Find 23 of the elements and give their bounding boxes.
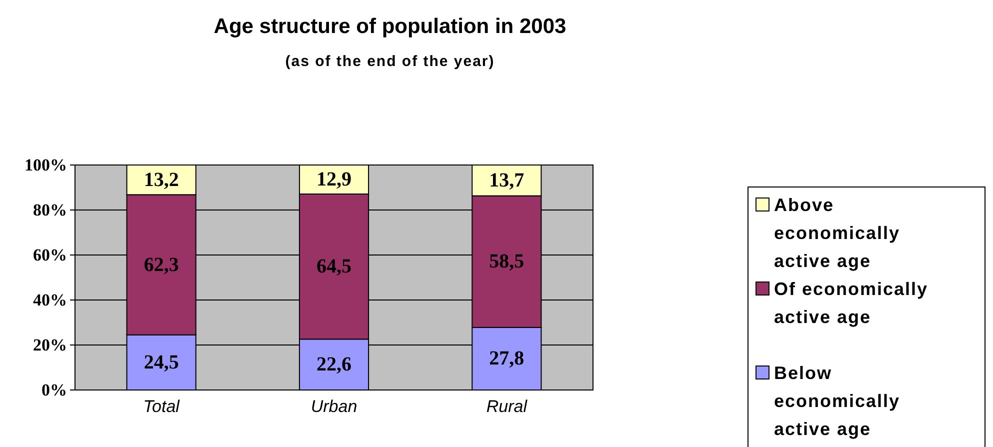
y-tick-label: 80% bbox=[33, 200, 67, 220]
data-label: 64,5 bbox=[316, 256, 352, 278]
legend-label: Below economically active age bbox=[774, 363, 900, 439]
legend-label: Of economically active age bbox=[774, 279, 928, 327]
data-label: 22,6 bbox=[316, 354, 352, 376]
data-label: 62,3 bbox=[144, 254, 179, 276]
data-label: 58,5 bbox=[489, 250, 524, 273]
x-tick-label: Total bbox=[143, 397, 181, 416]
y-tick-label: 20% bbox=[33, 336, 67, 354]
y-tick-label: 100% bbox=[24, 156, 67, 174]
data-label: 13,2 bbox=[144, 168, 179, 191]
chart-subtitle: (as of the end of the year) bbox=[285, 53, 495, 70]
x-tick-label: Rural bbox=[486, 397, 528, 416]
y-tick-label: 40% bbox=[33, 290, 67, 310]
data-label: 13,7 bbox=[489, 169, 524, 192]
data-label: 12,9 bbox=[316, 168, 352, 191]
x-tick-label: Urban bbox=[310, 397, 358, 416]
chart-title: Age structure of population in 2003 bbox=[214, 15, 566, 38]
data-label: 27,8 bbox=[489, 348, 524, 370]
y-tick-label: 0% bbox=[42, 380, 67, 400]
legend-label: Above economically active age bbox=[774, 195, 900, 271]
data-label: 24,5 bbox=[144, 351, 179, 374]
y-tick-label: 60% bbox=[33, 246, 67, 264]
